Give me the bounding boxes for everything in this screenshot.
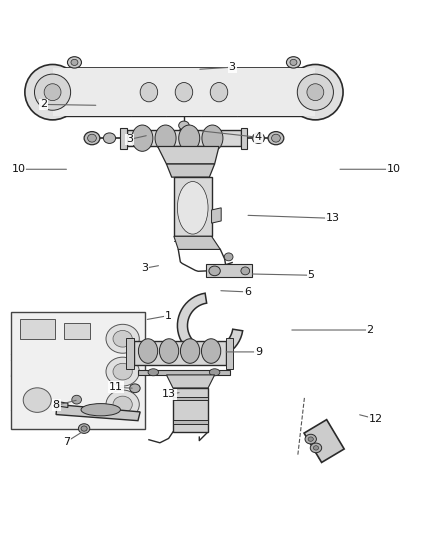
Polygon shape — [11, 312, 145, 429]
Polygon shape — [158, 147, 219, 164]
Text: 10: 10 — [11, 164, 25, 174]
Polygon shape — [173, 420, 208, 424]
Polygon shape — [173, 397, 208, 400]
Ellipse shape — [288, 64, 343, 120]
Text: 2: 2 — [367, 325, 374, 335]
Polygon shape — [20, 319, 55, 339]
Polygon shape — [138, 370, 230, 375]
Ellipse shape — [71, 59, 78, 66]
Text: 12: 12 — [369, 414, 383, 424]
Polygon shape — [166, 164, 215, 177]
Polygon shape — [134, 341, 226, 365]
Polygon shape — [53, 68, 315, 116]
Ellipse shape — [106, 357, 139, 386]
Text: 10: 10 — [387, 164, 401, 174]
Ellipse shape — [35, 74, 71, 110]
Ellipse shape — [138, 339, 158, 364]
Text: 1: 1 — [165, 311, 172, 320]
Ellipse shape — [202, 125, 223, 151]
Text: 6: 6 — [244, 287, 251, 297]
Ellipse shape — [179, 121, 189, 130]
Ellipse shape — [313, 446, 318, 450]
Polygon shape — [173, 388, 208, 432]
Polygon shape — [226, 338, 233, 369]
Ellipse shape — [175, 83, 193, 102]
Ellipse shape — [106, 390, 139, 419]
Polygon shape — [53, 68, 315, 116]
Ellipse shape — [252, 133, 265, 143]
Ellipse shape — [44, 84, 61, 101]
Text: 4: 4 — [255, 132, 262, 142]
Ellipse shape — [177, 182, 208, 234]
Ellipse shape — [210, 83, 228, 102]
Text: 3: 3 — [126, 134, 133, 144]
Ellipse shape — [148, 369, 159, 376]
Ellipse shape — [297, 74, 333, 110]
Polygon shape — [126, 338, 134, 369]
Text: 11: 11 — [109, 382, 123, 392]
Ellipse shape — [209, 369, 220, 376]
Ellipse shape — [81, 403, 120, 416]
Ellipse shape — [201, 339, 221, 364]
Ellipse shape — [307, 84, 324, 101]
Ellipse shape — [159, 339, 179, 364]
Ellipse shape — [286, 56, 300, 68]
Ellipse shape — [78, 424, 90, 433]
Ellipse shape — [113, 396, 132, 413]
Ellipse shape — [84, 132, 100, 145]
Ellipse shape — [130, 384, 140, 393]
Polygon shape — [120, 128, 127, 149]
Polygon shape — [56, 401, 68, 408]
Polygon shape — [56, 405, 140, 421]
Ellipse shape — [140, 83, 158, 102]
Polygon shape — [206, 264, 252, 278]
Text: 5: 5 — [307, 270, 314, 280]
Polygon shape — [304, 419, 344, 463]
Text: 7: 7 — [63, 437, 70, 447]
Ellipse shape — [241, 267, 250, 275]
Text: 9: 9 — [255, 347, 262, 357]
Text: 2: 2 — [40, 100, 47, 109]
Polygon shape — [174, 177, 212, 236]
Ellipse shape — [81, 426, 87, 431]
Polygon shape — [127, 130, 241, 147]
Polygon shape — [174, 236, 220, 249]
Polygon shape — [212, 208, 221, 223]
Ellipse shape — [180, 339, 200, 364]
Ellipse shape — [272, 134, 280, 142]
Ellipse shape — [113, 330, 132, 347]
Ellipse shape — [179, 125, 200, 151]
Ellipse shape — [308, 437, 313, 441]
Polygon shape — [166, 375, 215, 388]
Text: 3: 3 — [229, 62, 236, 72]
Ellipse shape — [310, 443, 321, 453]
Text: 13: 13 — [162, 390, 176, 399]
Ellipse shape — [25, 64, 80, 120]
Ellipse shape — [106, 324, 139, 353]
Text: 13: 13 — [326, 213, 340, 223]
Ellipse shape — [155, 125, 176, 151]
Ellipse shape — [209, 266, 220, 276]
Ellipse shape — [268, 132, 284, 145]
Ellipse shape — [23, 388, 51, 413]
Ellipse shape — [224, 253, 233, 261]
Ellipse shape — [88, 134, 96, 142]
Ellipse shape — [132, 125, 153, 151]
Ellipse shape — [67, 56, 81, 68]
Polygon shape — [64, 324, 90, 339]
Ellipse shape — [305, 434, 316, 444]
Ellipse shape — [72, 395, 81, 404]
Polygon shape — [177, 293, 243, 358]
Polygon shape — [241, 128, 247, 149]
Text: 3: 3 — [141, 263, 148, 273]
Ellipse shape — [178, 128, 190, 139]
Text: 8: 8 — [53, 400, 60, 410]
Ellipse shape — [103, 133, 116, 143]
Ellipse shape — [290, 59, 297, 66]
Ellipse shape — [113, 364, 132, 380]
